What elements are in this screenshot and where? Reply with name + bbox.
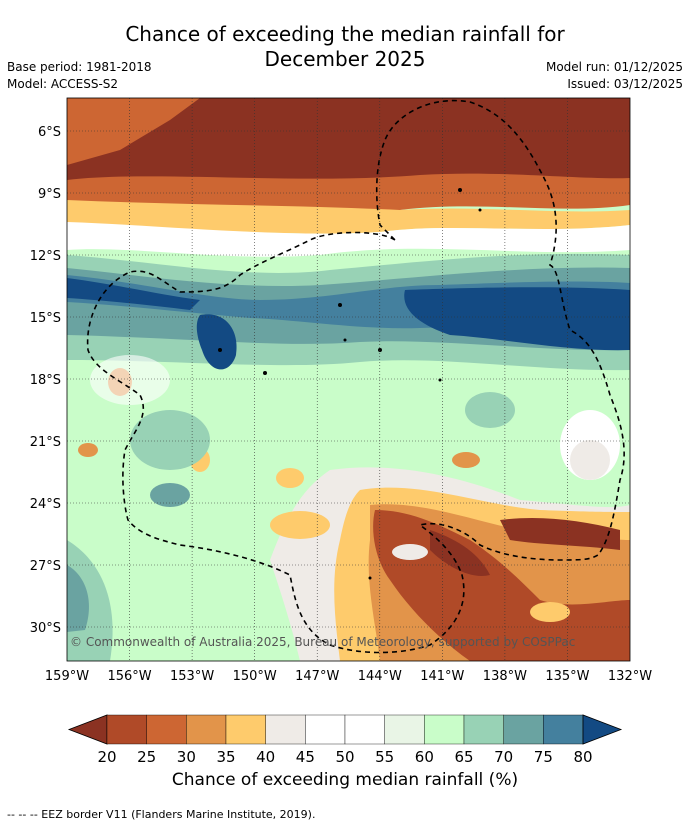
- island: [458, 188, 462, 192]
- lon-tick-label: 141°W: [420, 669, 464, 684]
- lon-tick-label: 132°W: [608, 669, 652, 684]
- map-frame: [66, 97, 631, 662]
- meta-left: Base period: 1981-2018 Model: ACCESS-S2: [7, 59, 152, 93]
- colorbar-bin: [344, 714, 385, 745]
- island: [478, 208, 482, 212]
- lat-tick-label: 24°S: [30, 497, 61, 512]
- patch-wet-1: [130, 410, 210, 470]
- lon-tick-label: 144°W: [358, 669, 402, 684]
- lon-tick-label: 159°W: [45, 669, 89, 684]
- lon-tick-label: 153°W: [170, 669, 214, 684]
- copyright-text: © Commonwealth of Australia 2025, Bureau…: [70, 635, 575, 649]
- se-dry-strip: [500, 518, 620, 550]
- colorbar-tick-label: 20: [97, 748, 116, 766]
- sw-wet-area: [67, 540, 113, 661]
- model-run: Model run: 01/12/2025: [545, 60, 683, 74]
- wet-core-east: [404, 287, 630, 351]
- colorbar-bin: [463, 714, 504, 745]
- wet-core-central: [196, 314, 237, 370]
- colorbar-bin: [225, 714, 266, 745]
- lat-tick-label: 27°S: [30, 559, 61, 574]
- lon-tick-label: 138°W: [483, 669, 527, 684]
- patch-white-west: [90, 355, 170, 405]
- wet-core-west: [67, 278, 200, 310]
- colorbar-bin: [146, 714, 187, 745]
- colorbar-bin: [424, 714, 465, 745]
- model-name: Model: ACCESS-S2: [7, 77, 119, 91]
- colorbar-bin: [305, 714, 346, 745]
- latitude-labels: 6°S 9°S 12°S 15°S 18°S 21°S 24°S 27°S 30°S: [30, 125, 61, 636]
- longitude-labels: 159°W 156°W 153°W 150°W 147°W 144°W 141°W 138°W…: [45, 669, 652, 684]
- colorbar-bin: [503, 714, 544, 745]
- colorbar-extend-high: [582, 714, 623, 745]
- island: [338, 303, 342, 307]
- sw-wet-core: [67, 565, 89, 632]
- issued-date: Issued: 03/12/2025: [567, 77, 683, 91]
- lon-tick-label: 150°W: [233, 669, 277, 684]
- colorbar-tick-label: 65: [454, 748, 473, 766]
- lat-tick-label: 12°S: [30, 249, 61, 264]
- meta-right: Model run: 01/12/2025 Issued: 03/12/2025: [546, 59, 683, 93]
- graticule: [67, 98, 630, 661]
- lat-tick-label: 18°S: [30, 373, 61, 388]
- colorbar-tick-label: 40: [256, 748, 275, 766]
- colorbar-bin: [106, 714, 147, 745]
- patch-wet-2: [150, 483, 190, 507]
- colorbar-bin: [384, 714, 425, 745]
- title-line-2: December 2025: [264, 47, 426, 71]
- patch-neutral-east: [570, 440, 610, 480]
- colorbar-tick-label: 55: [375, 748, 394, 766]
- colorbar-bin: [543, 714, 584, 745]
- lon-tick-label: 135°W: [545, 669, 589, 684]
- north-orange-edge: [67, 173, 630, 212]
- colorbar-tick-label: 80: [573, 748, 592, 766]
- patch-yellow-3: [270, 511, 330, 539]
- colorbar-tick-label: 35: [216, 748, 235, 766]
- lon-tick-label: 156°W: [107, 669, 151, 684]
- island: [218, 348, 222, 352]
- patch-orange-east: [452, 452, 480, 468]
- patch-yellow-1: [276, 468, 304, 488]
- colorbar: 20 25 30 35 40 45 50 55 60 65 70 75 80: [67, 714, 623, 766]
- north-white-band: [67, 222, 630, 257]
- island: [368, 576, 372, 580]
- lat-tick-label: 15°S: [30, 311, 61, 326]
- title-line-1: Chance of exceeding the median rainfall …: [125, 22, 565, 46]
- colorbar-tick-label: 45: [296, 748, 315, 766]
- eez-border: [86, 99, 625, 654]
- map-title: Chance of exceeding the median rainfall …: [0, 22, 690, 72]
- patch-yellow-se: [530, 602, 570, 622]
- colorbar-tick-label: 30: [177, 748, 196, 766]
- lat-tick-label: 6°S: [38, 125, 61, 140]
- eez-legend-note: -- -- -- EEZ border V11 (Flanders Marine…: [7, 808, 316, 821]
- base-period: Base period: 1981-2018: [7, 60, 152, 74]
- colorbar-tick-label: 70: [494, 748, 513, 766]
- island: [343, 338, 347, 342]
- island: [263, 371, 267, 375]
- colorbar-tick-label: 50: [335, 748, 354, 766]
- colorbar-bin: [265, 714, 306, 745]
- lat-tick-label: 21°S: [30, 435, 61, 450]
- colorbar-label: Chance of exceeding median rainfall (%): [171, 770, 519, 790]
- nw-orange-patch: [67, 98, 200, 165]
- se-dry-core: [430, 530, 490, 576]
- rainfall-field: [67, 98, 630, 661]
- colorbar-tick-label: 75: [534, 748, 553, 766]
- lon-tick-label: 147°W: [295, 669, 339, 684]
- lat-tick-label: 9°S: [38, 187, 61, 202]
- patch-neutral-se: [392, 544, 428, 560]
- patch-orange-sw: [78, 443, 98, 457]
- lat-tick-label: 30°S: [30, 621, 61, 636]
- colorbar-tick-label: 60: [415, 748, 434, 766]
- north-yellow-edge: [67, 200, 630, 234]
- colorbar-bin: [186, 714, 227, 745]
- patch-wet-3: [465, 392, 515, 428]
- colorbar-tick-label: 25: [137, 748, 156, 766]
- colorbar-extend-low: [67, 714, 108, 745]
